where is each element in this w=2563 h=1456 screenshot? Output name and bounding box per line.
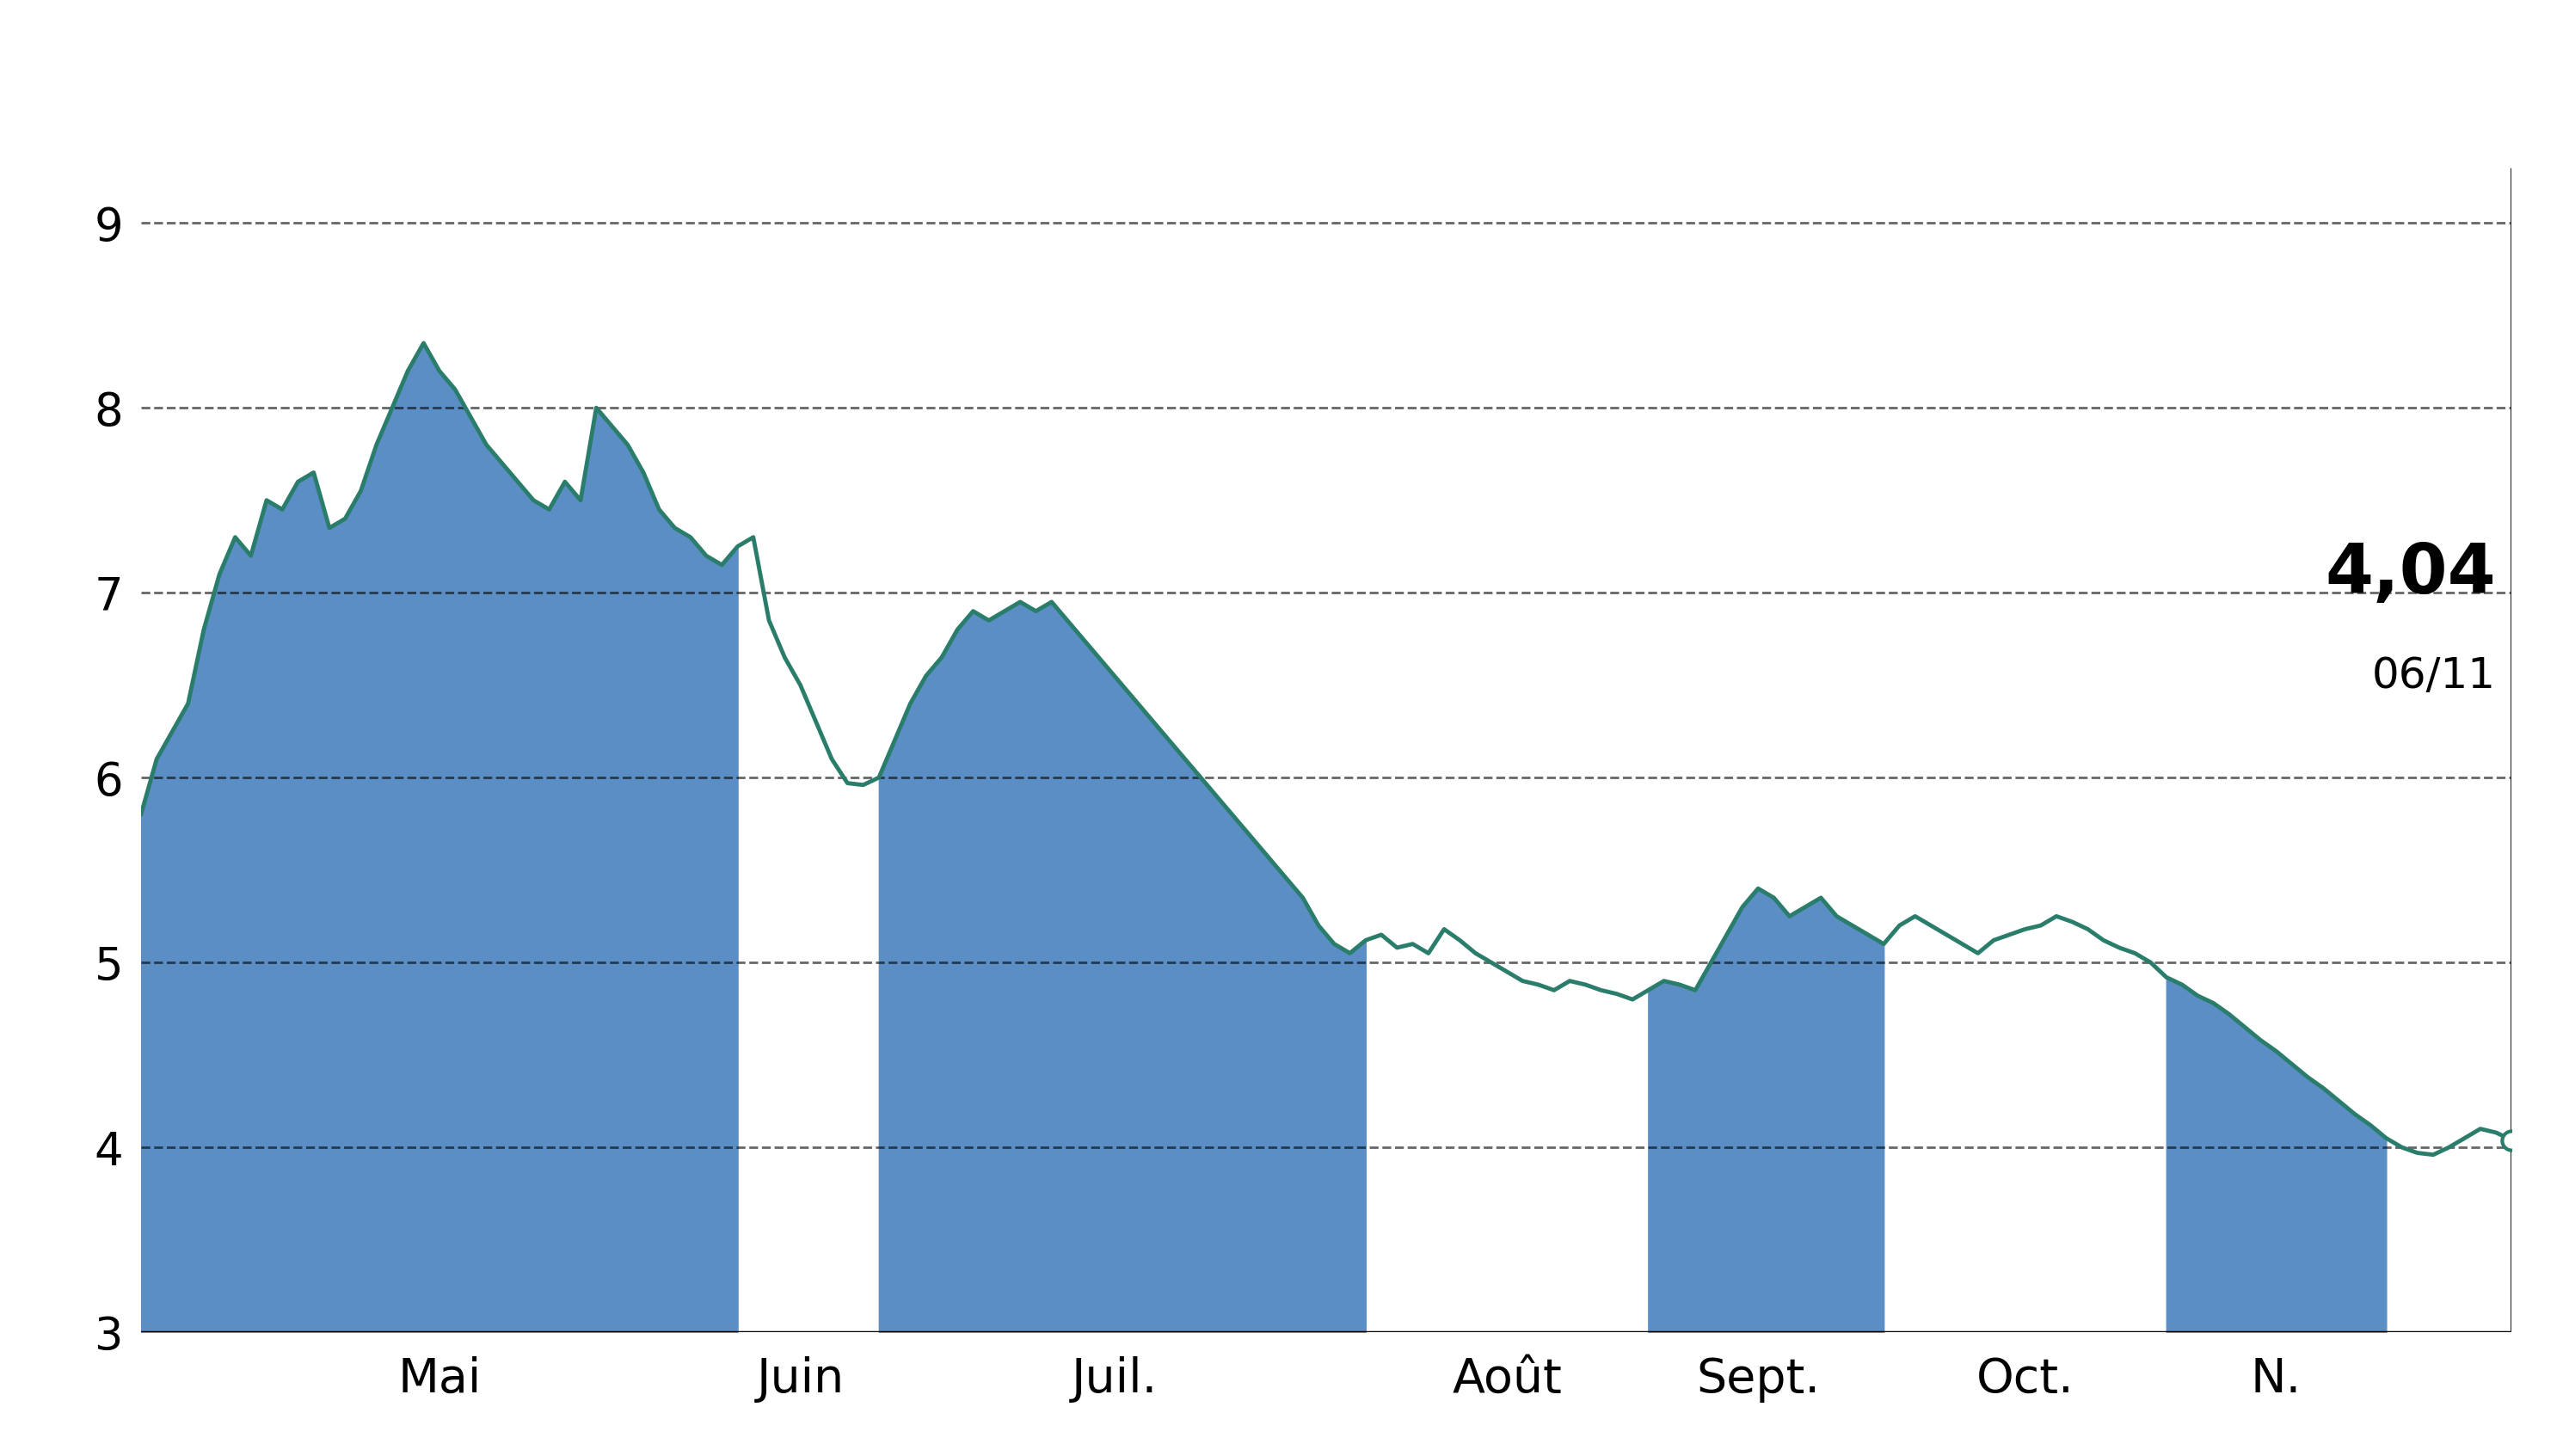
- Text: 06/11: 06/11: [2373, 655, 2496, 696]
- Text: 4,04: 4,04: [2325, 540, 2496, 607]
- Text: HYDROGEN REFUELING: HYDROGEN REFUELING: [623, 28, 1940, 125]
